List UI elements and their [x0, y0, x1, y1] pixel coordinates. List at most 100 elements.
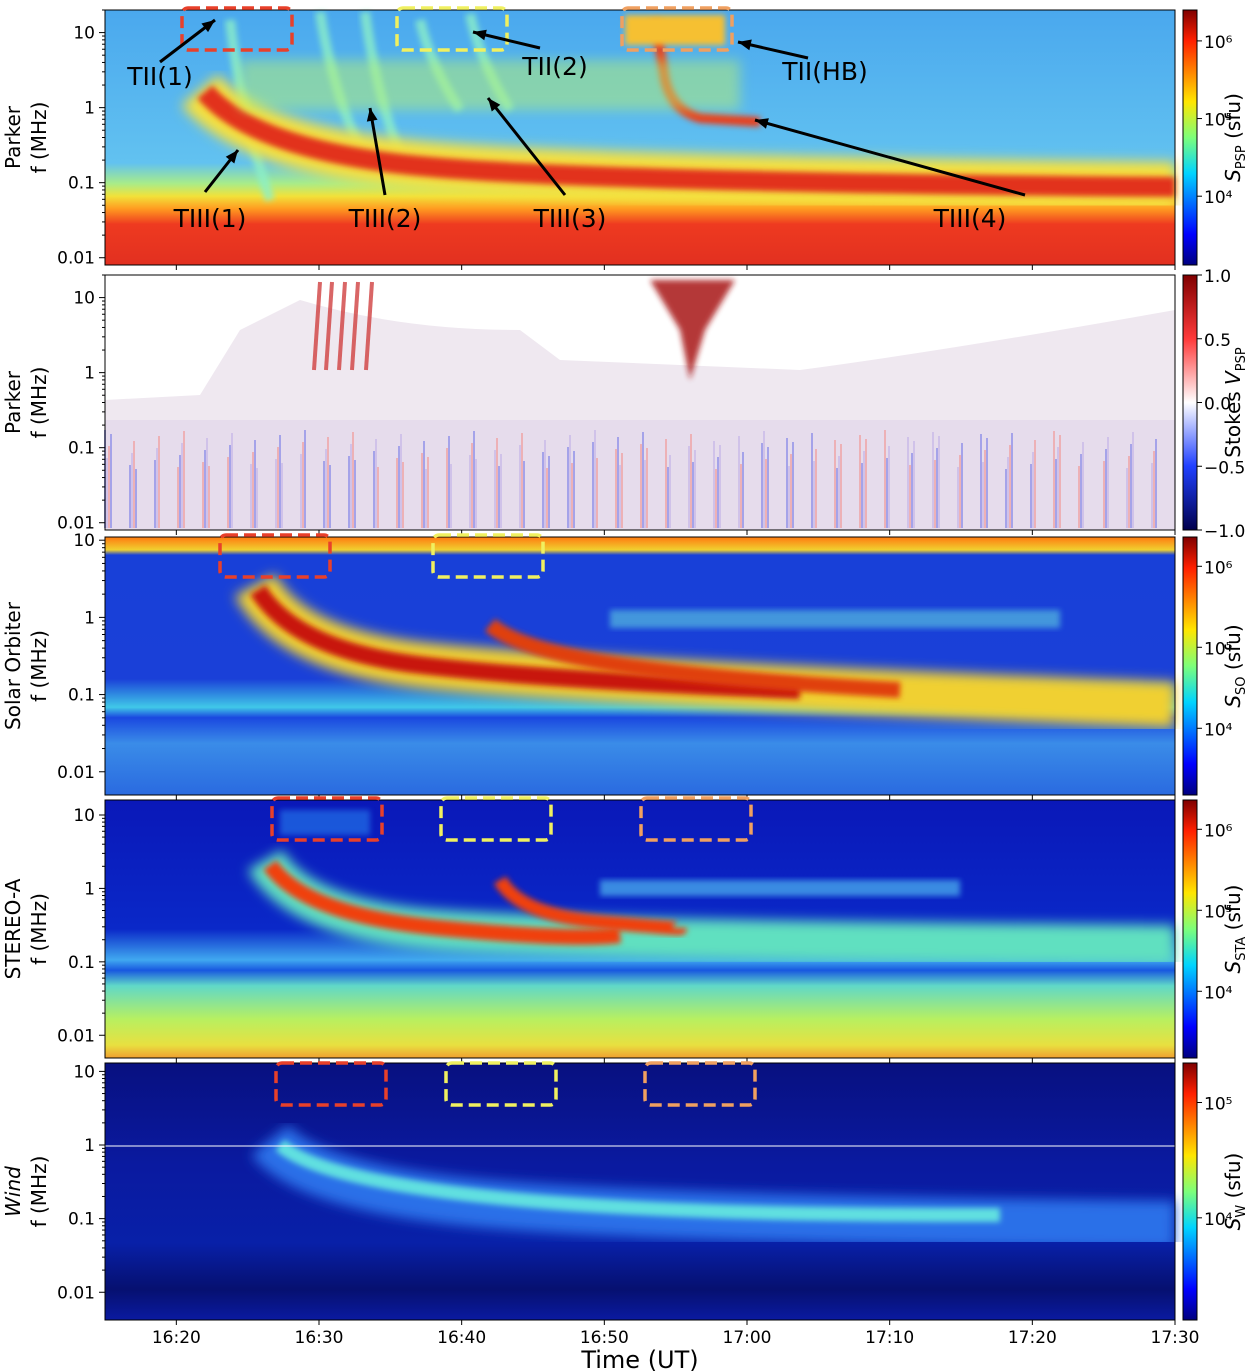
colorbar-symbol: S: [1221, 169, 1245, 182]
colorbar-tick-label: 10⁴: [1204, 188, 1233, 208]
burst-2: [493, 876, 687, 936]
panel: 0.01 0.1 1 10 Parker f (MHz) −1.0 −0.5 0.0 0.5 1.0…: [1, 267, 1249, 542]
colorbar-tick-label: 0.0: [1204, 395, 1231, 415]
plot-frame: [104, 1062, 1176, 1321]
colorbar-subscript: PSP: [1234, 347, 1249, 371]
streak: [312, 281, 322, 371]
colorbar-tick-label: 10⁵: [1204, 1094, 1232, 1114]
colorbar-label: SPSP (sfu): [1221, 93, 1249, 182]
y-tick-label: 10: [73, 289, 95, 309]
streak: [324, 281, 334, 371]
colorbar-tick-label: 10⁶: [1204, 821, 1233, 841]
colorbar-tick-label: 10⁵: [1204, 639, 1232, 659]
y-tick-label: 10: [73, 24, 95, 44]
band: [600, 880, 960, 896]
colorbar-tick-label: 10⁴: [1204, 720, 1233, 740]
y-tick-label: 0.01: [57, 249, 95, 269]
burst: [263, 860, 622, 945]
y-tick-label: 0.1: [68, 174, 95, 194]
y-axis-label: f (MHz): [27, 367, 51, 439]
y-tick-label: 1: [84, 879, 95, 899]
colorbar-unit: (sfu): [1221, 1153, 1245, 1199]
y-tick-label: 0.1: [68, 1210, 95, 1230]
colorbar-tick-label: −0.5: [1204, 458, 1245, 478]
y-tick-label: 0.01: [57, 763, 95, 783]
colorbar-tick-label: 10⁴: [1204, 1210, 1233, 1230]
annotation: TII(HB): [781, 57, 867, 86]
colorbar-label: SW (sfu): [1221, 1153, 1249, 1231]
y-tick-label: 10: [73, 531, 95, 551]
arrow-head: [366, 108, 378, 122]
colorbar-tick-label: 10⁵: [1204, 902, 1232, 922]
y-tick-label: 0.01: [57, 514, 95, 534]
plot-frame: [104, 536, 1176, 796]
streak: [350, 281, 360, 371]
panel: 0.01 0.1 1 10 STEREO-A f (MHz) 10⁴ 10⁵ 10⁶ SSTA (…: [1, 796, 1249, 1063]
y-axis-label: Parker: [1, 105, 25, 169]
colorbar-label: SSO (sfu): [1221, 624, 1249, 707]
panel: 0.01 0.1 1 10 Parker f (MHz) 10⁴ 10⁵ 10⁶ SPSP (sf…: [1, 6, 1249, 270]
colorbar-symbol: S: [1221, 695, 1245, 708]
band: [610, 610, 1060, 628]
colorbar-unit: (sfu): [1221, 93, 1245, 139]
colorbar: [1182, 1062, 1198, 1321]
arrow-head: [488, 98, 501, 112]
x-tick-label: 17:00: [723, 1328, 772, 1348]
panel: 0.01 0.1 1 10 Wind f (MHz) 10⁴ 10⁵ SW (sfu): [1, 1061, 1249, 1325]
x-tick-label: 16:40: [437, 1328, 486, 1348]
y-axis-label: f (MHz): [27, 1156, 51, 1228]
y-axis-label: f (MHz): [27, 893, 51, 965]
y-axis-label: Parker: [1, 370, 25, 434]
annotation-arrow: [368, 107, 387, 196]
tii-hb: [625, 15, 725, 45]
annotation: TIII(2): [348, 204, 422, 233]
y-tick-label: 10: [73, 1062, 95, 1082]
y-tick-label: 1: [84, 1136, 95, 1156]
colorbar: [1182, 799, 1198, 1059]
colorbar-tick-label: 10⁴: [1204, 983, 1233, 1003]
colorbar-symbol: V: [1221, 370, 1245, 385]
annotation: TII(2): [521, 52, 587, 81]
colorbar-subscript: W: [1234, 1205, 1249, 1218]
colorbar-label: SSTA (sfu): [1221, 885, 1249, 974]
colorbar-label: Stokes VPSP: [1221, 347, 1249, 458]
burst-2: [484, 618, 901, 698]
y-tick-label: 1: [84, 608, 95, 628]
colorbar: [1182, 274, 1198, 531]
colorbar-subscript: SO: [1234, 676, 1249, 694]
arrow-head: [225, 150, 238, 164]
colorbar-symbol: S: [1221, 960, 1245, 973]
panel: 0.01 0.1 1 10 Solar Orbiter f (MHz) 10⁴ 10⁵ 10⁶ S…: [1, 531, 1249, 800]
colorbar-tick-label: −1.0: [1204, 522, 1245, 542]
burst: [275, 1139, 1001, 1223]
y-tick-label: 0.01: [57, 1283, 95, 1303]
colorbar-tick-label: 10⁶: [1204, 558, 1233, 578]
y-axis-label: Solar Orbiter: [1, 601, 25, 730]
annotation: TII(1): [126, 62, 192, 91]
plot-frame: [104, 799, 1176, 1059]
colorbar-tick-label: 1.0: [1204, 267, 1231, 287]
annotation-arrow: [754, 118, 1026, 197]
streak: [650, 280, 735, 380]
y-axis-label: Wind: [1, 1166, 25, 1217]
colorbar-unit: (sfu): [1221, 624, 1245, 670]
colorbar-tick-label: 10⁵: [1204, 111, 1232, 131]
y-axis-label: f (MHz): [27, 102, 51, 174]
arrow-head: [755, 118, 769, 129]
y-tick-label: 10: [73, 806, 95, 826]
x-tick-label: 17:30: [1151, 1328, 1200, 1348]
streak: [337, 281, 347, 371]
annotation: TIII(3): [533, 204, 607, 233]
annotation: TIII(1): [173, 204, 247, 233]
arrow-head: [738, 39, 752, 51]
colorbar-unit: (sfu): [1221, 885, 1245, 931]
x-tick-label: 17:10: [865, 1328, 914, 1348]
colorbar-tick-label: 0.5: [1204, 331, 1231, 351]
colorbar: [1182, 536, 1198, 796]
colorbar-subscript: STA: [1234, 937, 1249, 961]
y-tick-label: 1: [84, 364, 95, 384]
burst: [250, 585, 801, 699]
colorbar-label-prefix: Stokes: [1221, 391, 1245, 457]
y-tick-label: 0.01: [57, 1026, 95, 1046]
x-tick-label: 16:30: [295, 1328, 344, 1348]
